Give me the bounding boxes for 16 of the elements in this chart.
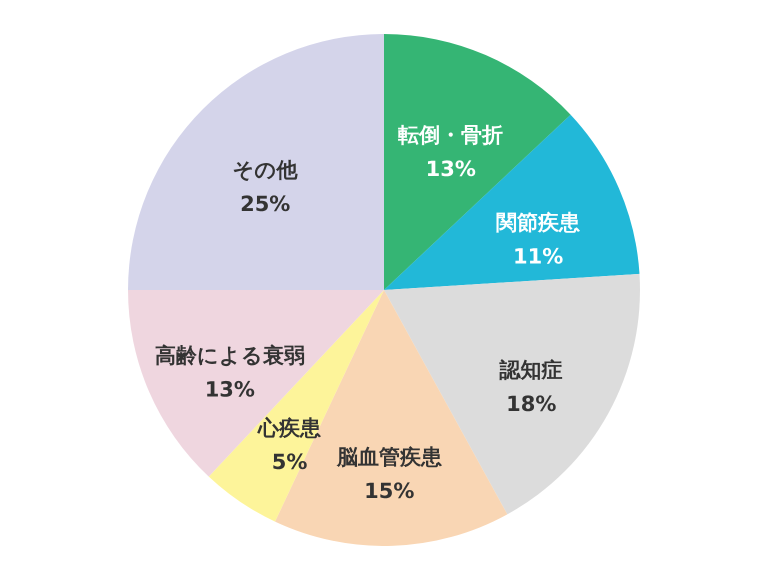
slice-label: 認知症 <box>498 358 563 382</box>
data-label: 25% <box>240 192 290 216</box>
slice-label: 脳血管疾患 <box>336 444 443 469</box>
slice-label: 転倒・骨折 <box>398 122 504 147</box>
data-label: 15% <box>364 478 414 503</box>
slice-label: 関節疾患 <box>496 210 582 234</box>
pie-slice <box>128 34 384 290</box>
slice-label: 心疾患 <box>257 416 322 440</box>
data-label: 13% <box>204 378 255 402</box>
pie-slice <box>384 114 640 290</box>
data-label: 5% <box>272 450 308 474</box>
slice-label: 高齢による衰弱 <box>154 344 305 368</box>
slice-label: その他 <box>232 158 299 182</box>
data-label: 18% <box>506 392 556 416</box>
data-label: 13% <box>426 156 476 181</box>
data-label: 11% <box>513 244 564 268</box>
